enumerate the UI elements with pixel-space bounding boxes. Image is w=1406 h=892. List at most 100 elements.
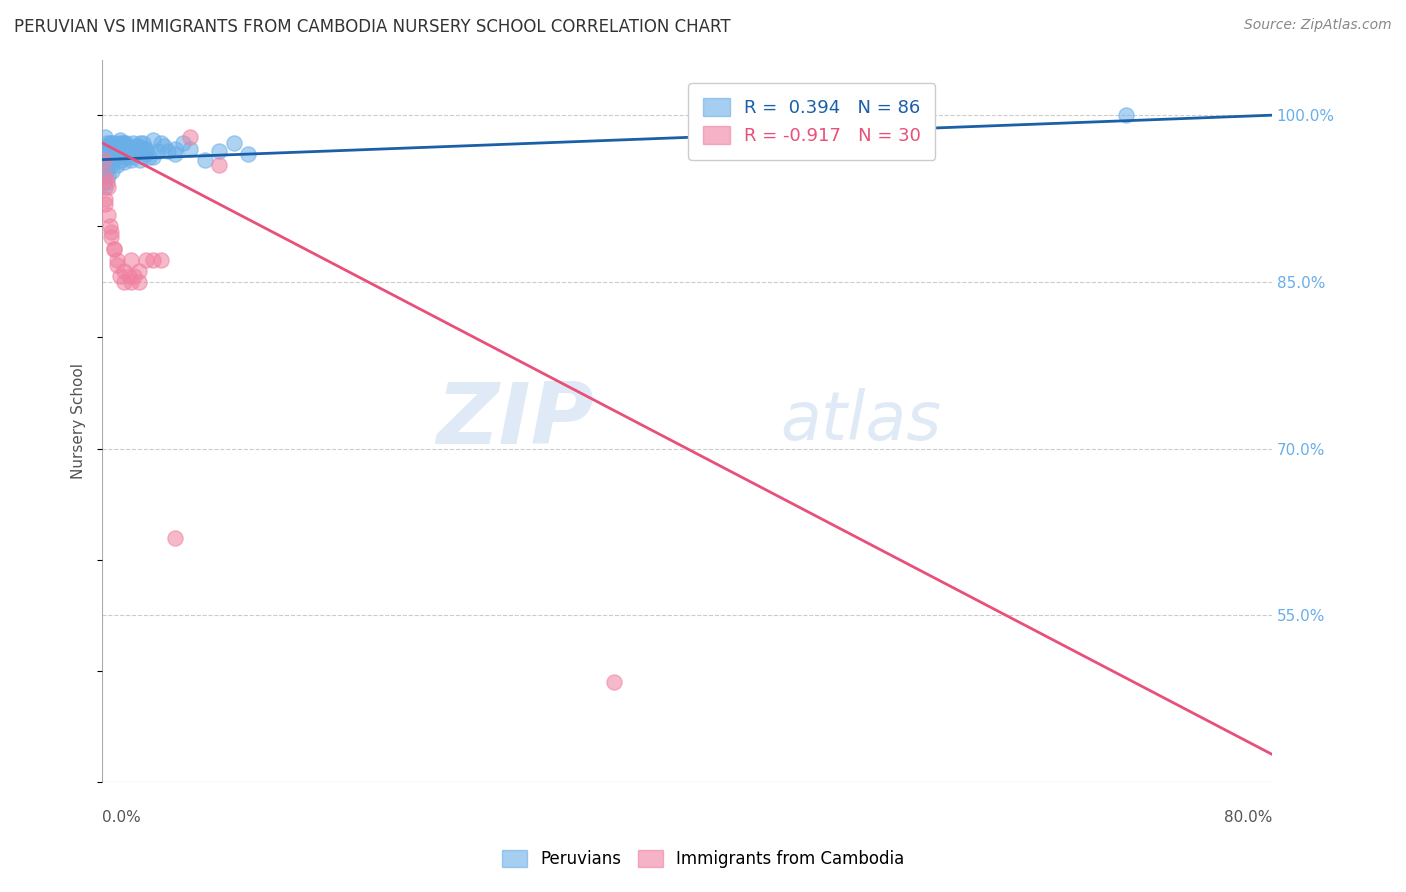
Point — [104, 142, 127, 156]
Point — [105, 142, 128, 156]
Point — [97, 158, 120, 172]
Point — [94, 153, 117, 167]
Point — [97, 139, 120, 153]
Point — [208, 158, 231, 172]
Point — [110, 153, 132, 167]
Point — [120, 252, 142, 267]
Point — [146, 144, 169, 158]
Point — [108, 136, 131, 150]
Point — [208, 144, 231, 158]
Point — [101, 142, 124, 156]
Point — [93, 175, 115, 189]
Y-axis label: Nursery School: Nursery School — [72, 363, 86, 479]
Point — [179, 130, 201, 145]
Point — [120, 275, 142, 289]
Point — [111, 136, 134, 150]
Point — [98, 219, 121, 234]
Point — [135, 144, 157, 158]
Point — [105, 144, 128, 158]
Point — [108, 269, 131, 284]
Text: ZIP: ZIP — [436, 379, 593, 462]
Point — [149, 136, 172, 150]
Point — [101, 147, 124, 161]
Point — [128, 264, 150, 278]
Point — [125, 147, 148, 161]
Point — [129, 136, 152, 150]
Point — [179, 142, 201, 156]
Point — [128, 144, 150, 158]
Point — [103, 153, 125, 167]
Point — [94, 192, 117, 206]
Point — [98, 136, 121, 150]
Point — [96, 142, 118, 156]
Point — [100, 225, 122, 239]
Point — [222, 136, 245, 150]
Point — [152, 139, 174, 153]
Point — [93, 153, 115, 167]
Point — [103, 242, 125, 256]
Point — [112, 136, 135, 150]
Point — [122, 136, 145, 150]
Point — [124, 147, 146, 161]
Point — [120, 150, 142, 164]
Point — [97, 180, 120, 194]
Point — [96, 136, 118, 150]
Point — [165, 147, 187, 161]
Point — [97, 208, 120, 222]
Point — [165, 142, 187, 156]
Legend: R =  0.394   N = 86, R = -0.917   N = 30: R = 0.394 N = 86, R = -0.917 N = 30 — [688, 83, 935, 160]
Point — [165, 531, 187, 545]
Point — [101, 163, 124, 178]
Point — [105, 252, 128, 267]
Point — [111, 144, 134, 158]
Point — [98, 147, 121, 161]
Text: Source: ZipAtlas.com: Source: ZipAtlas.com — [1244, 18, 1392, 32]
Point — [117, 142, 139, 156]
Point — [118, 144, 141, 158]
Point — [105, 158, 128, 172]
Text: 80.0%: 80.0% — [1223, 810, 1272, 825]
Point — [129, 153, 152, 167]
Point — [120, 144, 142, 158]
Point — [128, 139, 150, 153]
Point — [193, 153, 215, 167]
Point — [108, 133, 131, 147]
Point — [117, 147, 139, 161]
Point — [94, 169, 117, 184]
Point — [94, 166, 117, 180]
Point — [124, 142, 146, 156]
Point — [124, 269, 146, 284]
Point — [142, 252, 165, 267]
Point — [112, 275, 135, 289]
Point — [138, 150, 160, 164]
Point — [115, 139, 138, 153]
Point — [94, 180, 117, 194]
Point — [128, 275, 150, 289]
Point — [172, 136, 194, 150]
Point — [112, 154, 135, 169]
Point — [114, 150, 136, 164]
Point — [103, 150, 125, 164]
Point — [96, 161, 118, 176]
Point — [149, 252, 172, 267]
Point — [135, 147, 157, 161]
Point — [100, 144, 122, 158]
Point — [111, 139, 134, 153]
Point — [100, 136, 122, 150]
Point — [142, 150, 165, 164]
Point — [132, 142, 155, 156]
Point — [156, 144, 179, 158]
Point — [97, 139, 120, 153]
Point — [120, 153, 142, 167]
Point — [94, 130, 117, 145]
Point — [108, 144, 131, 158]
Point — [96, 175, 118, 189]
Point — [98, 142, 121, 156]
Point — [135, 252, 157, 267]
Point — [135, 142, 157, 156]
Point — [105, 139, 128, 153]
Point — [603, 675, 626, 690]
Point — [124, 144, 146, 158]
Point — [103, 242, 125, 256]
Point — [104, 136, 127, 150]
